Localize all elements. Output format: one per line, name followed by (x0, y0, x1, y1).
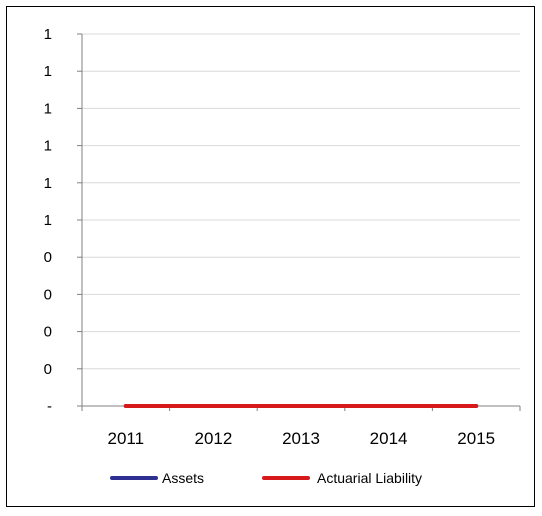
x-tick-label: 2015 (457, 429, 495, 448)
y-tick-label: 1 (44, 138, 52, 155)
y-tick-label: 0 (44, 361, 52, 378)
x-tick-label: 2012 (194, 429, 232, 448)
y-tick-label: - (47, 398, 52, 415)
legend-label: Actuarial Liability (317, 470, 422, 486)
legend: Assets Actuarial Liability (110, 470, 422, 486)
legend-label: Assets (162, 470, 204, 486)
y-tick-label: 1 (44, 100, 52, 117)
y-tick-label: 0 (44, 324, 52, 341)
axes (77, 33, 521, 411)
y-tick-label: 1 (44, 212, 52, 229)
y-tick-label: 1 (44, 63, 52, 80)
grid-lines (82, 33, 520, 370)
y-tick-label: 1 (44, 175, 52, 192)
x-tick-label: 2014 (370, 429, 408, 448)
chart-frame (6, 6, 535, 507)
y-tick-label: 0 (44, 286, 52, 303)
x-tick-label: 2013 (282, 429, 320, 448)
y-tick-label: 0 (44, 249, 52, 266)
x-tick-label: 2011 (108, 429, 145, 448)
y-tick-label: 1 (44, 26, 52, 43)
x-axis-ticks: 2011 2012 2013 2014 2015 (108, 429, 496, 448)
y-axis-ticks: 1 1 1 1 1 1 0 0 0 0 - (44, 26, 52, 415)
